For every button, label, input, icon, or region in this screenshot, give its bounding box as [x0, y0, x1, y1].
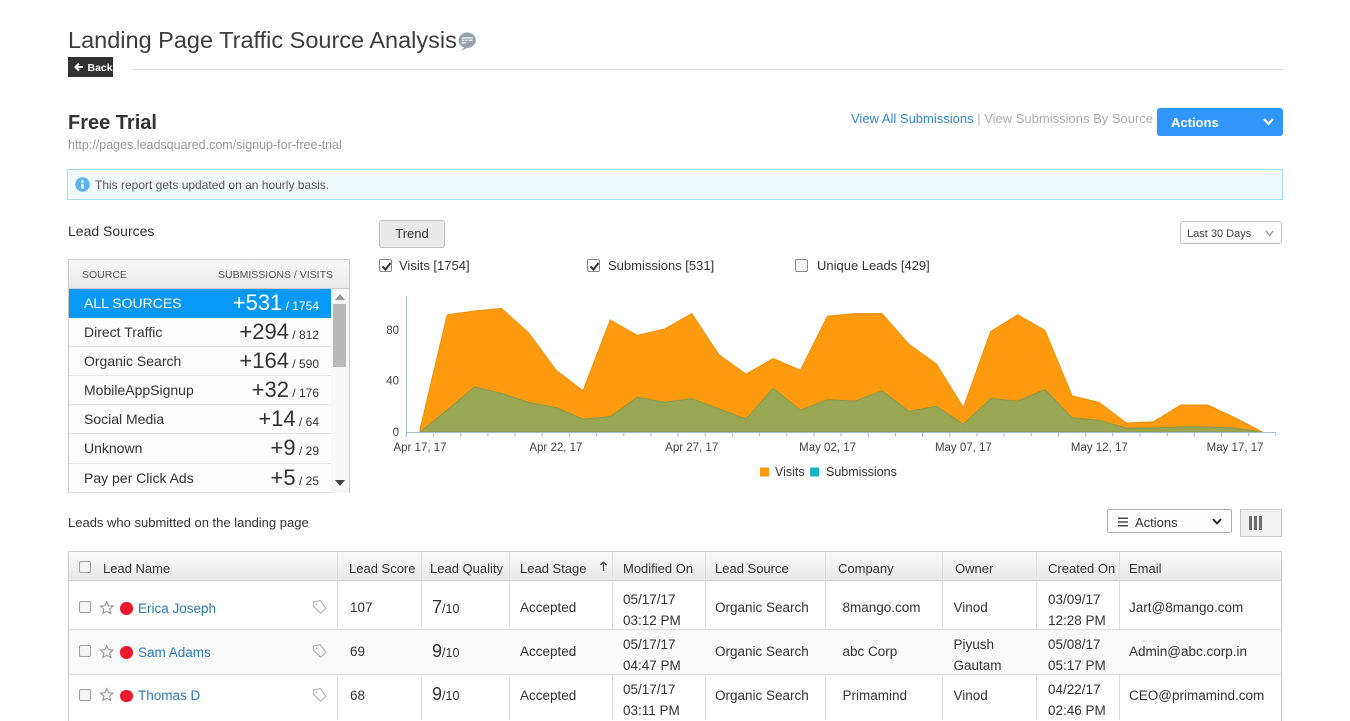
svg-text:80: 80 — [386, 325, 399, 337]
svg-text:May 07, 17: May 07, 17 — [935, 442, 992, 454]
svg-text:Apr 17, 17: Apr 17, 17 — [393, 442, 446, 454]
svg-text:Apr 27, 17: Apr 27, 17 — [665, 442, 718, 454]
svg-text:May 17, 17: May 17, 17 — [1207, 442, 1264, 454]
svg-text:May 02, 17: May 02, 17 — [799, 442, 856, 454]
svg-text:40: 40 — [386, 376, 399, 388]
svg-text:Apr 22, 17: Apr 22, 17 — [529, 442, 582, 454]
svg-text:May 12, 17: May 12, 17 — [1071, 442, 1128, 454]
svg-text:Visits: Visits — [775, 465, 805, 479]
svg-text:0: 0 — [393, 427, 399, 439]
svg-text:Submissions: Submissions — [826, 465, 897, 479]
